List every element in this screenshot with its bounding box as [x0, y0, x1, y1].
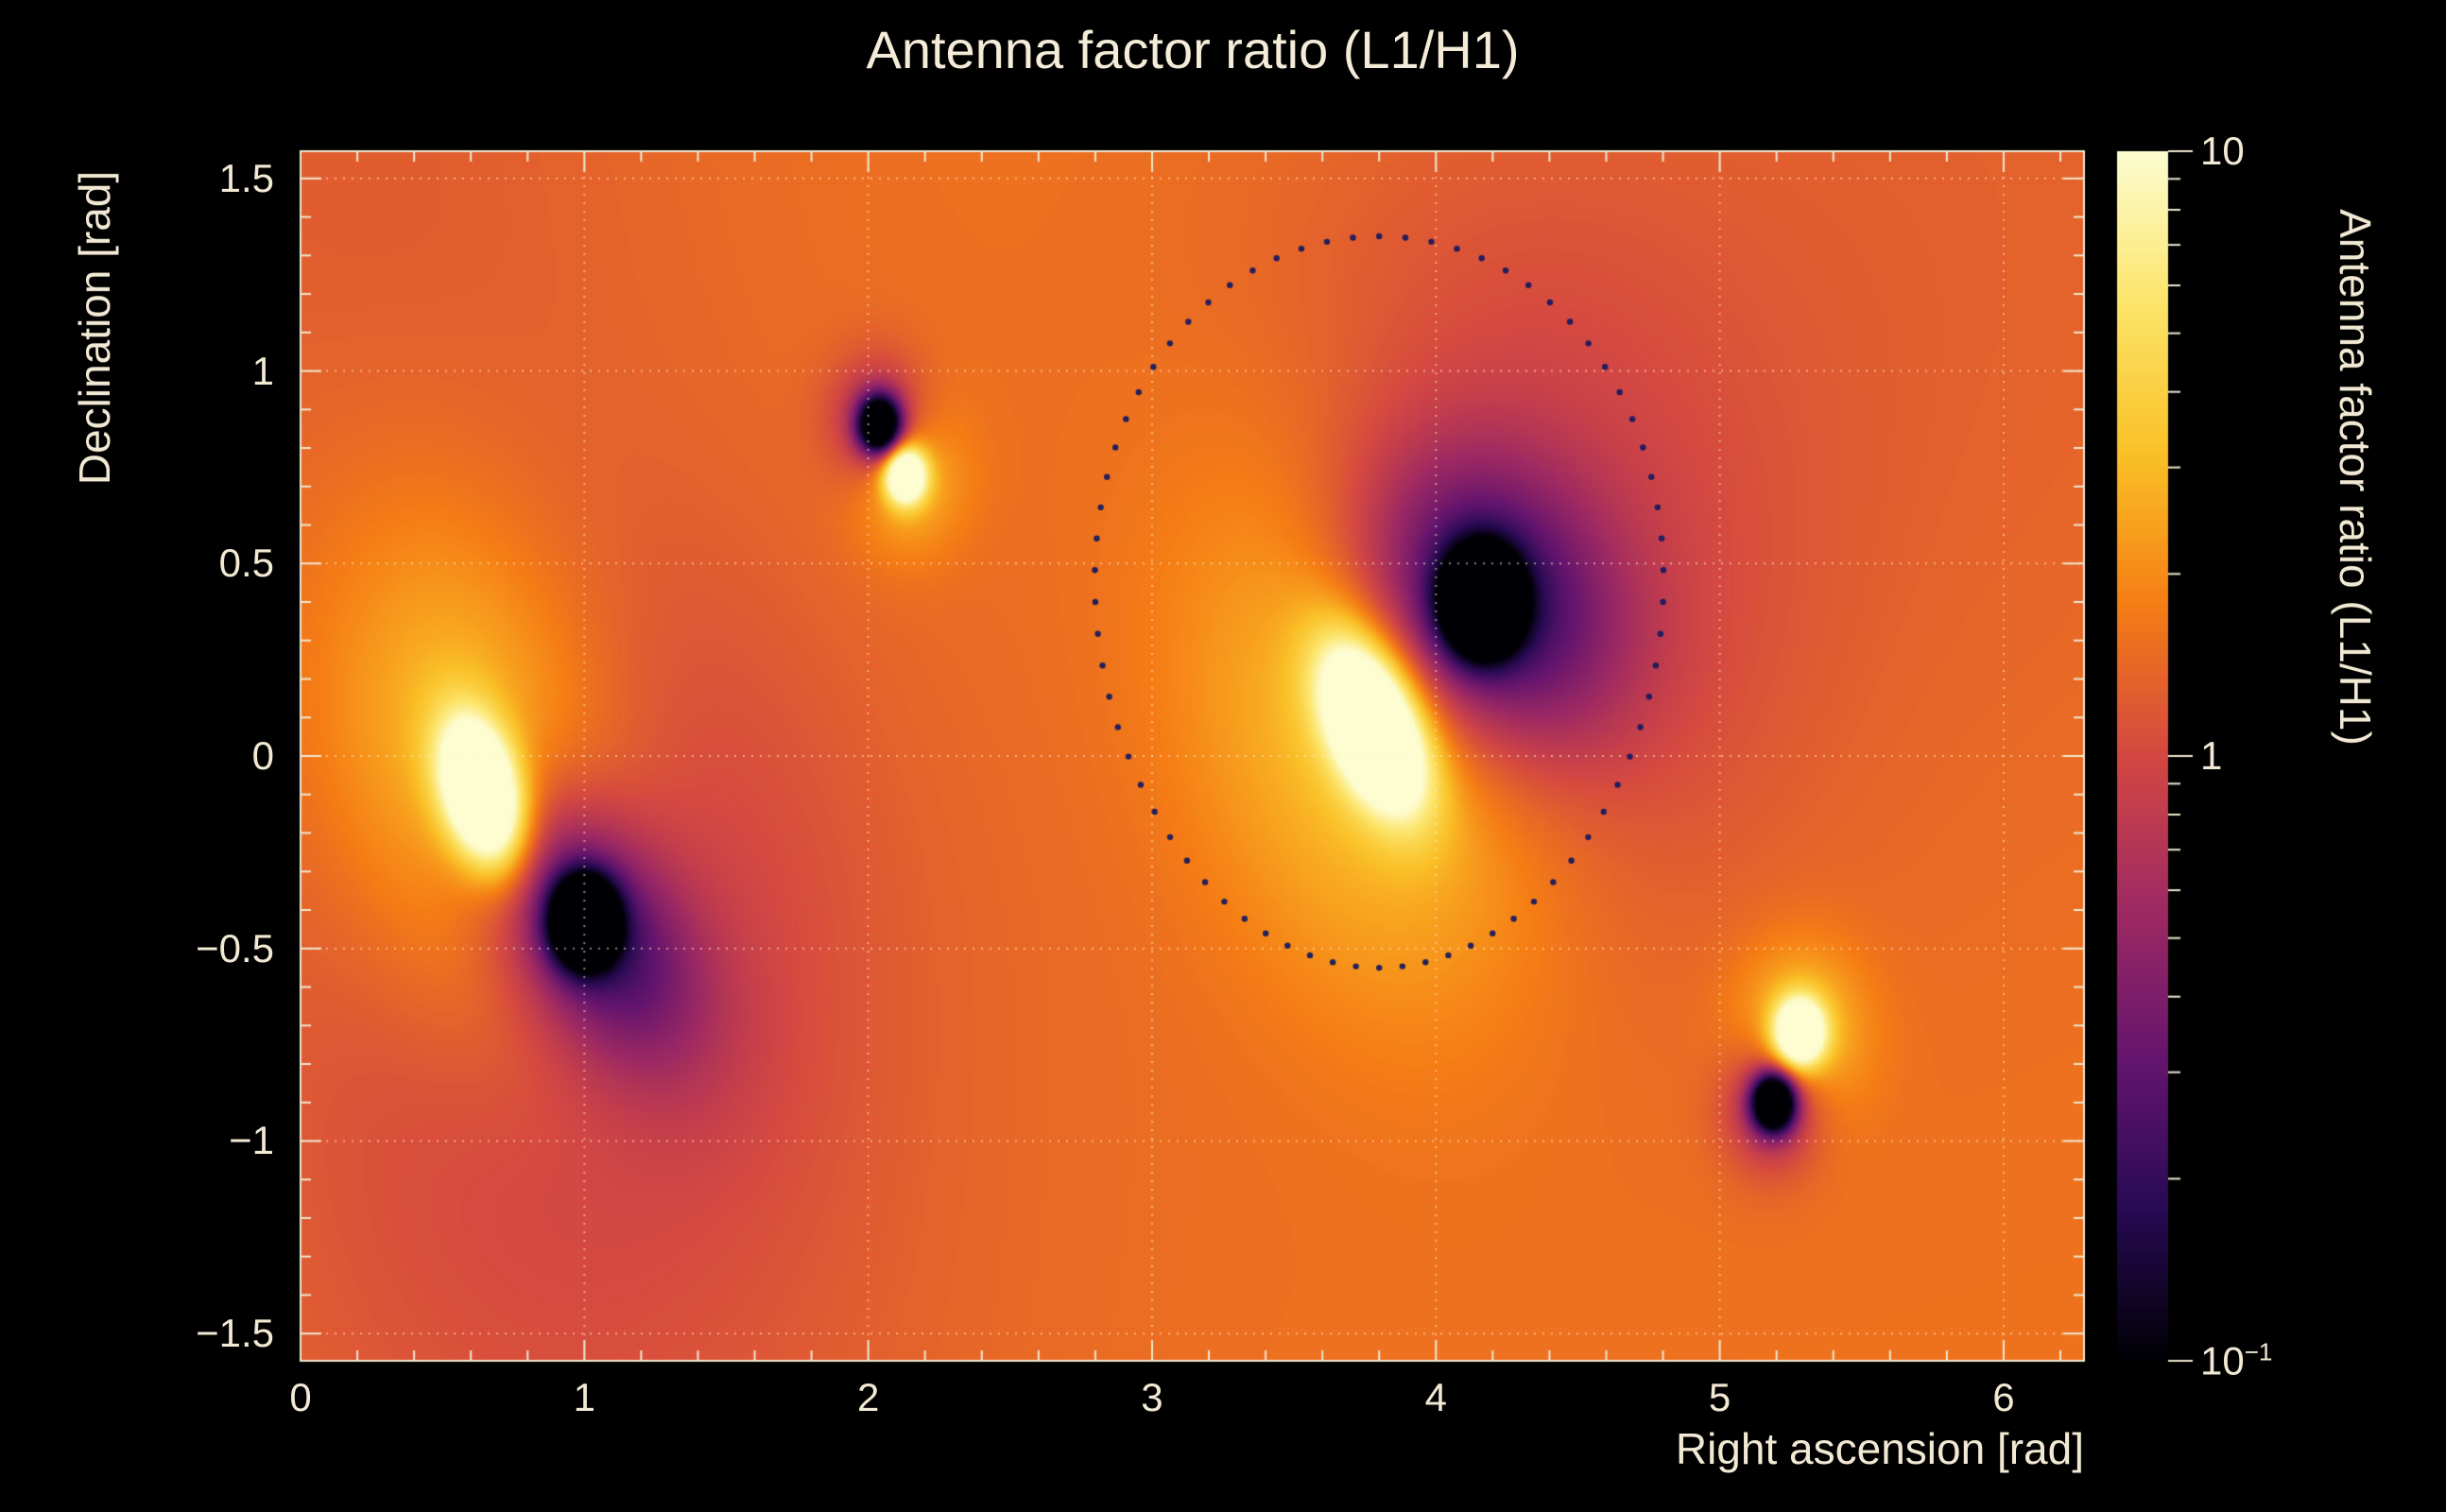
- x-tick-label: 6: [1992, 1375, 2015, 1419]
- y-tick-label: −0.5: [196, 925, 274, 971]
- x-tick-label: 0: [289, 1375, 312, 1419]
- y-tick-label: 1: [251, 348, 274, 393]
- x-tick-label: 4: [1424, 1375, 1447, 1419]
- y-tick-label: −1: [229, 1118, 274, 1163]
- y-tick-label: 0: [251, 733, 274, 778]
- colorbar-tick-label: 1: [2200, 733, 2223, 778]
- x-tick-label: 3: [1141, 1375, 1163, 1419]
- chart-title: Antenna factor ratio (L1/H1): [866, 20, 1520, 79]
- x-tick-label: 5: [1708, 1375, 1731, 1419]
- colorbar-tick-label: 10: [2200, 129, 2245, 173]
- y-axis-title: Declination [rad]: [70, 170, 119, 486]
- y-tick-label: 1.5: [218, 155, 274, 200]
- x-axis-title: Right ascension [rad]: [1675, 1424, 2084, 1473]
- x-tick-label: 1: [573, 1375, 595, 1419]
- colorbar-tick-label: 10−1: [2200, 1337, 2273, 1383]
- y-tick-label: −1.5: [196, 1311, 274, 1356]
- x-tick-label: 2: [856, 1375, 880, 1419]
- colorbar-title: Antenna factor ratio (L1/H1): [2331, 209, 2380, 746]
- y-tick-label: 0.5: [218, 541, 274, 586]
